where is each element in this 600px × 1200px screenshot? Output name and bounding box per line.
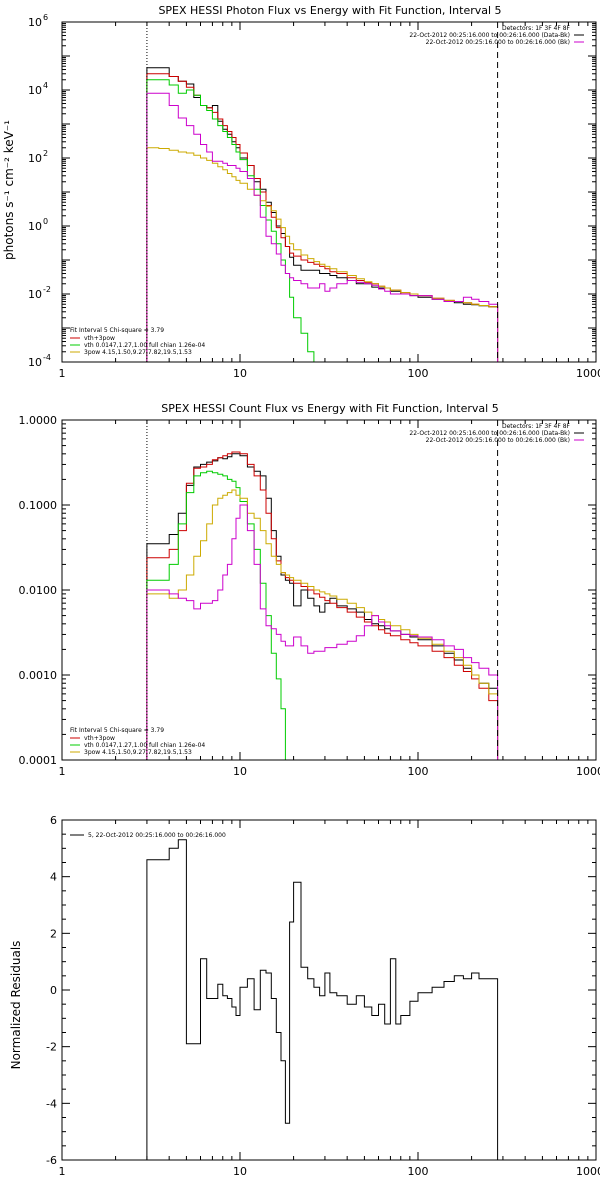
photon-plot-frame xyxy=(61,21,597,363)
count-legend-total: vth+3pow xyxy=(84,735,115,742)
photon-panel-vlines xyxy=(146,22,499,362)
count-panel-ticks: 1 10 100 1000 0.0001 0.0010 0.0100 0.1000 1.0000 xyxy=(19,414,600,778)
y-tick-label: 4 xyxy=(50,871,57,884)
series-line xyxy=(146,79,498,363)
y-tick-label: 10 xyxy=(28,152,42,165)
residuals-plot-frame xyxy=(61,819,597,1161)
series-line xyxy=(146,67,499,362)
count-panel-series xyxy=(146,451,499,761)
y-tick-label: 0.0001 xyxy=(19,754,58,767)
count-legend-3pow: 3pow 4.15,1.50,9.27,7.82,19.5,1.53 xyxy=(84,749,192,756)
x-tick-label: 10 xyxy=(233,765,247,778)
series-line xyxy=(146,453,499,760)
x-tick-label: 10 xyxy=(233,367,247,380)
count-legend-top-right: Detectors: 1F 3F 4F 8F 22-Oct-2012 00:25… xyxy=(409,423,584,444)
x-tick-label: 100 xyxy=(408,765,429,778)
x-tick-label: 1 xyxy=(59,1165,66,1178)
residuals-panel: Normalized Residuals 1 10 100 1000 -6 -4 -2 0 2 4… xyxy=(9,814,600,1178)
residuals-ylabel: Normalized Residuals xyxy=(9,941,23,1070)
y-tick-label: -6 xyxy=(46,1154,57,1167)
photon-panel-title: SPEX HESSI Photon Flux vs Energy with Fi… xyxy=(158,4,501,17)
y-tick-label: -2 xyxy=(46,1041,57,1054)
x-tick-label: 1000 xyxy=(576,367,600,380)
x-tick-label: 100 xyxy=(408,1165,429,1178)
series-line xyxy=(146,504,499,760)
photon-legend-total: vth+3pow xyxy=(84,335,115,342)
count-legend-bk: 22-Oct-2012 00:25:16.000 to 00:26:16.000… xyxy=(426,437,570,444)
photon-legend-bk: 22-Oct-2012 00:25:16.000 to 00:26:16.000… xyxy=(426,39,570,46)
photon-legend-fit: Fit Interval 5 Chi-square = 3.79 xyxy=(70,327,164,334)
y-tick-label: 10 xyxy=(28,16,42,29)
photon-panel-series xyxy=(146,67,499,363)
y-tick-label: -4 xyxy=(46,1097,57,1110)
photon-legend-bottom-left: Fit Interval 5 Chi-square = 3.79 vth+3po… xyxy=(70,327,205,356)
y-tick-exponent: -4 xyxy=(43,353,51,362)
photon-legend-databk: 22-Oct-2012 00:25:16.000 to 00:26:16.000… xyxy=(409,32,570,39)
count-legend-fit: Fit Interval 5 Chi-square = 3.79 xyxy=(70,727,164,734)
photon-legend-3pow: 3pow 4.15,1.50,9.27,7.82,19.5,1.53 xyxy=(84,349,192,356)
x-tick-label: 1 xyxy=(59,367,66,380)
count-legend-detectors: Detectors: 1F 3F 4F 8F xyxy=(502,423,571,430)
y-tick-exponent: 6 xyxy=(43,13,48,22)
count-legend-databk: 22-Oct-2012 00:25:16.000 to 00:26:16.000… xyxy=(409,430,570,437)
count-plot-frame xyxy=(61,419,597,761)
y-tick-label: 0.1000 xyxy=(19,499,58,512)
y-tick-exponent: 4 xyxy=(43,81,48,90)
count-legend-vth: vth 0.0147,1.27,1.00 full chian 1.26e-04 xyxy=(84,742,205,749)
series-line xyxy=(146,839,499,1160)
series-line xyxy=(146,451,499,760)
series-line xyxy=(146,489,499,760)
x-tick-label: 10 xyxy=(233,1165,247,1178)
series-line xyxy=(146,92,499,362)
photon-legend-detectors: Detectors: 1F 3F 4F 8F xyxy=(502,25,571,32)
series-line xyxy=(146,470,498,761)
series-line xyxy=(146,73,499,362)
x-tick-label: 1000 xyxy=(576,765,600,778)
count-flux-panel: SPEX HESSI Count Flux vs Energy with Fit… xyxy=(19,402,600,778)
photon-legend-vth: vth 0.0147,1.27,1.00 full chian 1.26e-04 xyxy=(84,342,205,349)
y-tick-label: 6 xyxy=(50,814,57,827)
y-tick-exponent: 2 xyxy=(43,149,48,158)
x-tick-label: 1 xyxy=(59,765,66,778)
y-tick-label: 0.0100 xyxy=(19,584,58,597)
photon-flux-panel: SPEX HESSI Photon Flux vs Energy with Fi… xyxy=(2,4,600,380)
y-tick-exponent: -2 xyxy=(43,285,51,294)
count-panel-vlines xyxy=(146,420,499,760)
x-tick-label: 100 xyxy=(408,367,429,380)
x-tick-label: 1000 xyxy=(576,1165,600,1178)
y-tick-label: 0 xyxy=(50,984,57,997)
residuals-legend: 5, 22-Oct-2012 00:25:16.000 to 00:26:16.… xyxy=(88,832,226,839)
count-legend-bottom-left: Fit Interval 5 Chi-square = 3.79 vth+3po… xyxy=(70,727,205,756)
photon-panel-ylabel: photons s⁻¹ cm⁻² keV⁻¹ xyxy=(2,120,16,260)
photon-legend-top-right: Detectors: 1F 3F 4F 8F 22-Oct-2012 00:25… xyxy=(409,25,584,46)
y-tick-label: 10 xyxy=(28,84,42,97)
y-tick-label: 1.0000 xyxy=(19,414,58,427)
y-tick-label: 0.0010 xyxy=(19,669,58,682)
y-tick-label: 10 xyxy=(28,356,42,369)
y-tick-label: 10 xyxy=(28,288,42,301)
count-panel-title: SPEX HESSI Count Flux vs Energy with Fit… xyxy=(161,402,498,415)
y-tick-label: 10 xyxy=(28,220,42,233)
series-line xyxy=(146,147,499,362)
y-tick-label: 2 xyxy=(50,927,57,940)
residuals-series xyxy=(146,839,499,1160)
y-tick-exponent: 0 xyxy=(43,217,48,226)
